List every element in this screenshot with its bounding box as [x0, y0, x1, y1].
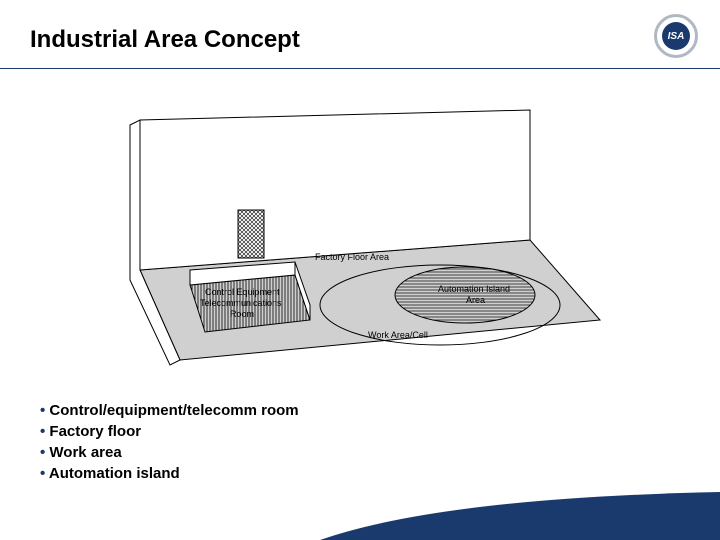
label-automation-l1: Automation Island: [438, 284, 510, 294]
label-automation-l2: Area: [466, 295, 485, 305]
label-control-l2: Telecommunications: [200, 298, 282, 308]
title-underline: [0, 68, 720, 69]
control-room: [190, 262, 310, 332]
label-control-l1: Control Equipment: [205, 287, 280, 297]
bullet-item: Automation island: [40, 463, 299, 484]
footer-swoosh: [320, 490, 720, 540]
bullet-list: Control/equipment/telecomm room Factory …: [40, 400, 299, 484]
logo-ring: ISA: [654, 14, 698, 58]
label-factory-floor: Factory Floor Area: [315, 252, 389, 262]
isa-logo: ISA: [654, 14, 698, 58]
wall-panel: [238, 210, 264, 258]
bullet-item: Factory floor: [40, 421, 299, 442]
label-control-l3: Room: [230, 309, 254, 319]
bullet-item: Work area: [40, 442, 299, 463]
slide: Industrial Area Concept ISA: [0, 0, 720, 540]
page-title: Industrial Area Concept: [30, 26, 300, 54]
logo-inner: ISA: [662, 22, 690, 50]
bullet-item: Control/equipment/telecomm room: [40, 400, 299, 421]
automation-island-oval: [395, 267, 535, 323]
label-work-area: Work Area/Cell: [368, 330, 428, 340]
factory-diagram: Factory Floor Area Control Equipment Tel…: [110, 100, 610, 380]
